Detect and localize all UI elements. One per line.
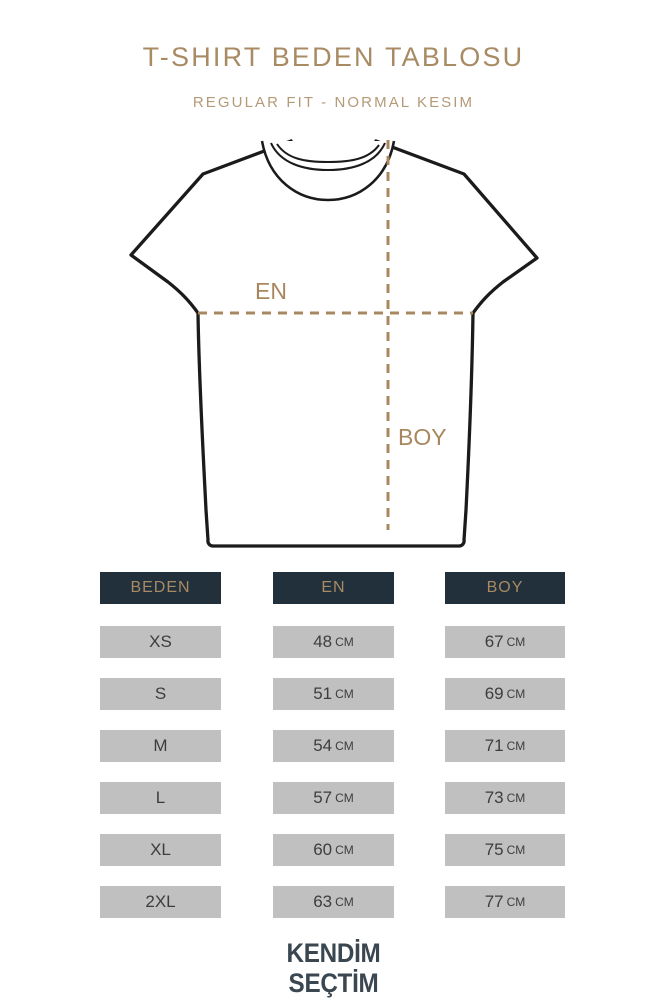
svg-text:EN: EN [255,278,287,304]
svg-text:BOY: BOY [398,424,447,450]
